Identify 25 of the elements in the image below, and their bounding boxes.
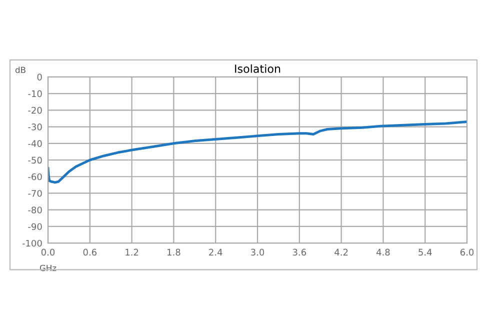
x-tick-label: 1.8: [168, 248, 180, 256]
y-tick-label: -100: [22, 240, 42, 247]
y-tick-label: -60: [28, 173, 42, 180]
x-tick-label: 3.0: [251, 248, 264, 256]
x-tick-label: 0.0: [41, 248, 55, 256]
y-tick-label: -80: [28, 206, 42, 214]
y-tick-label: -10: [28, 90, 42, 98]
x-tick-label: 0.6: [83, 248, 97, 256]
x-tick-label: 4.8: [376, 248, 390, 256]
x-tick-label: 3.6: [292, 248, 306, 256]
x-tick-label: 5.4: [418, 248, 432, 256]
y-tick-label: 0: [37, 74, 42, 80]
y-tick-label: -70: [28, 190, 42, 197]
y-tick-label: -20: [28, 106, 42, 114]
x-tick-label: 6.0: [460, 248, 474, 256]
y-axis-title: dB: [15, 66, 26, 74]
y-tick-label: -90: [28, 223, 42, 230]
x-tick-label: 2.4: [209, 248, 222, 256]
chart-title: Isolation: [235, 64, 280, 73]
x-tick-label: 4.2: [334, 248, 348, 256]
y-tick-label: -50: [28, 156, 42, 164]
line-series: [48, 120, 467, 184]
y-tick-label: -30: [28, 124, 42, 130]
x-tick-label: 1.2: [126, 248, 138, 256]
y-tick-label: -40: [28, 140, 42, 147]
